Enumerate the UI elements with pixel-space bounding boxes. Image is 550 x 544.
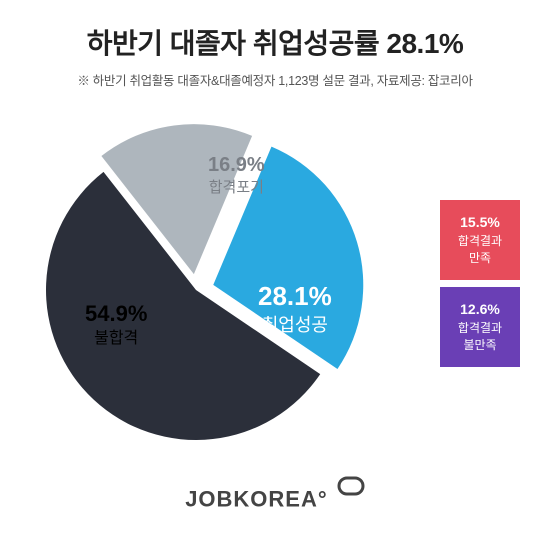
pie-pct-success: 28.1% — [258, 280, 332, 314]
page-title: 하반기 대졸자 취업성공률 28.1% — [0, 0, 550, 62]
chart-area: 54.9% 불합격 16.9% 합격포기 28.1% 취업성공 15.5% 합격… — [0, 90, 550, 450]
pie-label-giveup: 16.9% 합격포기 — [208, 152, 265, 198]
side-pct-satisfied: 15.5% — [460, 213, 500, 233]
side-label2-satisfied: 만족 — [469, 250, 491, 267]
pie-label-fail: 54.9% 불합격 — [85, 300, 147, 349]
pie-pct-fail: 54.9% — [85, 300, 147, 329]
side-label1-satisfied: 합격결과 — [458, 233, 502, 250]
pie-name-success: 취업성공 — [258, 314, 332, 337]
side-box-unsatisfied: 12.6% 합격결과 불만족 — [440, 287, 520, 367]
pie-name-giveup: 합격포기 — [208, 178, 265, 198]
side-pct-unsatisfied: 12.6% — [460, 300, 500, 320]
page-subtitle: ※ 하반기 취업활동 대졸자&대졸예정자 1,123명 설문 결과, 자료제공:… — [0, 62, 550, 89]
logo-bubble-icon — [337, 476, 365, 504]
side-label2-unsatisfied: 불만족 — [463, 337, 496, 354]
logo: JOBKOREA° — [0, 476, 550, 512]
pie-name-fail: 불합격 — [85, 329, 147, 350]
side-box-satisfied: 15.5% 합격결과 만족 — [440, 200, 520, 280]
pie-label-success: 28.1% 취업성공 — [258, 280, 332, 337]
logo-text: JOBKOREA — [185, 486, 318, 511]
pie-pct-giveup: 16.9% — [208, 152, 265, 178]
side-label1-unsatisfied: 합격결과 — [458, 320, 502, 337]
